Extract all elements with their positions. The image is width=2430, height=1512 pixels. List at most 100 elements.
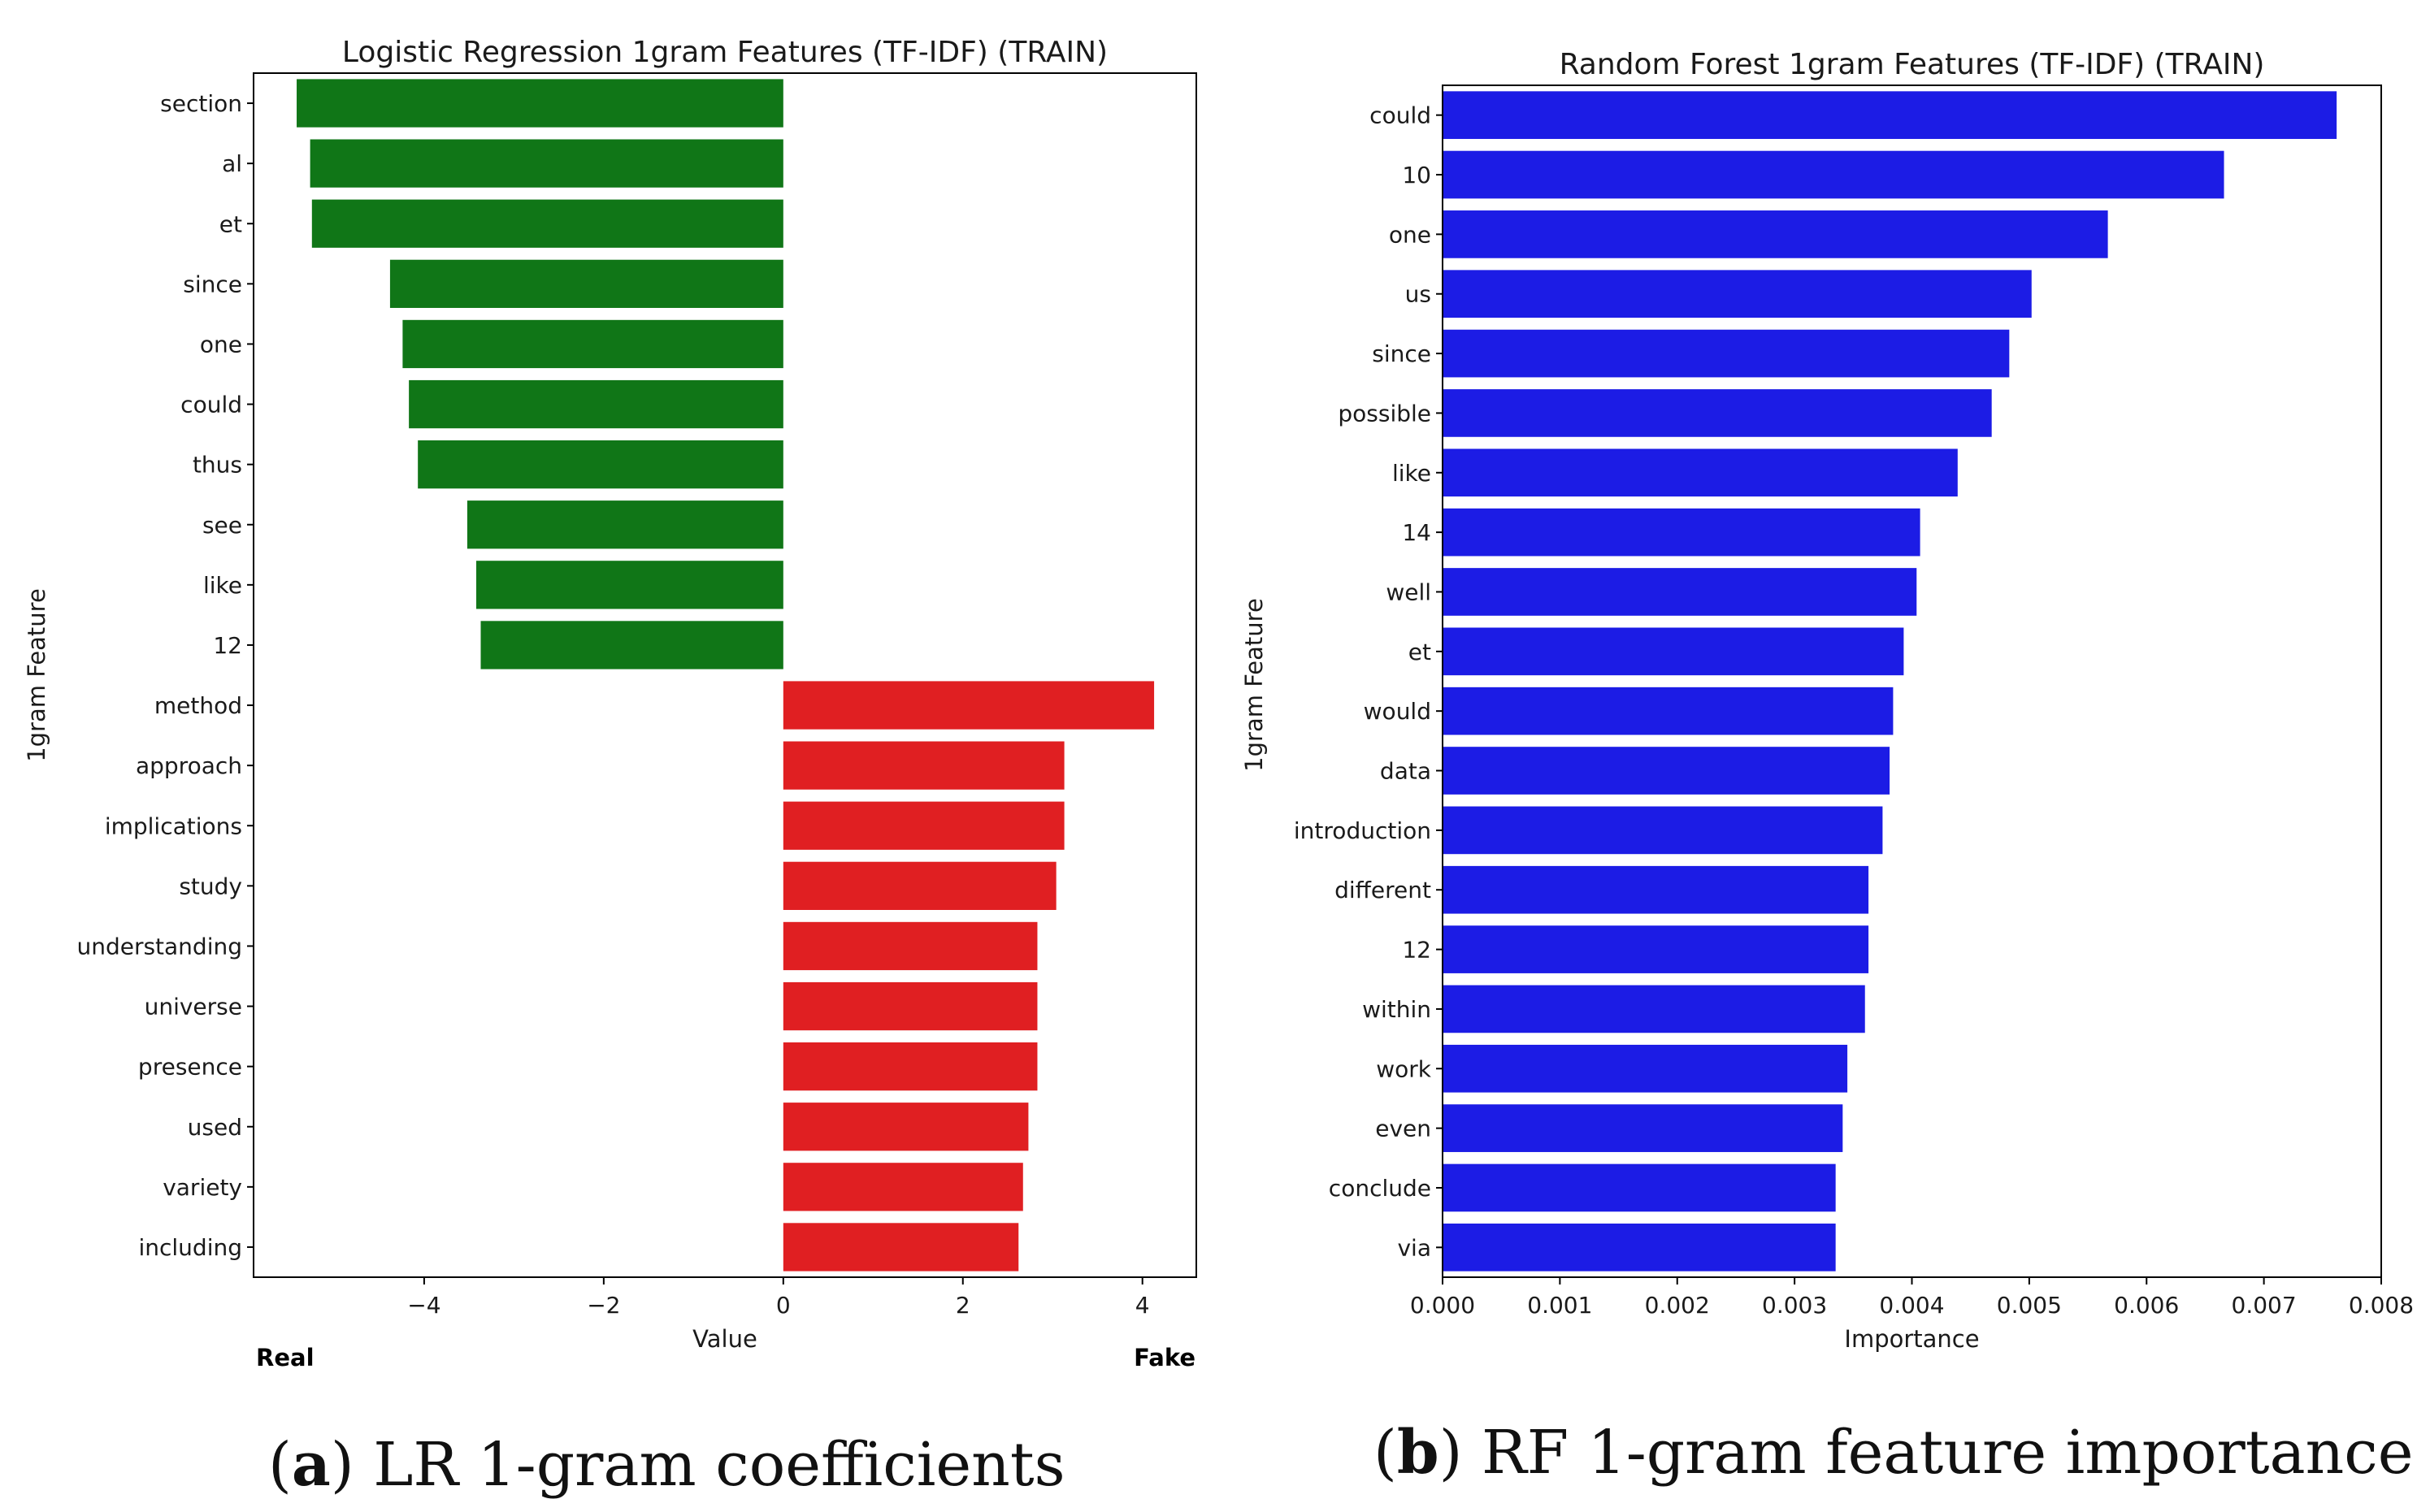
lr-x-tick-label: −4 xyxy=(407,1292,440,1319)
caption-a-label: a xyxy=(291,1430,331,1500)
lr-bar-variety xyxy=(783,1163,1023,1211)
rf-bar-within xyxy=(1443,985,1865,1033)
rf-bar-well xyxy=(1443,568,1917,616)
rf-chart-title: Random Forest 1gram Features (TF-IDF) (T… xyxy=(1560,48,2265,81)
rf-y-tick-label: us xyxy=(1405,281,1431,308)
lr-y-tick-label: see xyxy=(202,512,242,539)
lr-y-axis-label: 1gram Feature xyxy=(23,588,50,762)
rf-y-tick-label: 14 xyxy=(1402,519,1431,546)
lr-y-ticks: section al et since one could thus see like 12 met… xyxy=(76,90,254,1261)
lr-x-tick-label: 4 xyxy=(1135,1292,1150,1319)
lr-bar-presence xyxy=(783,1042,1038,1091)
rf-x-tick-label: 0.001 xyxy=(1527,1292,1592,1319)
rf-y-tick-label: et xyxy=(1408,639,1431,665)
rf-y-axis-label: 1gram Feature xyxy=(1240,598,1268,772)
caption-b-label: b xyxy=(1396,1418,1439,1488)
lr-bar-et xyxy=(311,199,783,248)
lr-bar-thus xyxy=(418,440,783,489)
rf-x-tick-label: 0.002 xyxy=(1645,1292,1710,1319)
lr-bar-approach xyxy=(783,741,1065,790)
caption-a: (a) LR 1-gram coefficients xyxy=(268,1430,1065,1500)
lr-x-tick-label: 2 xyxy=(956,1292,970,1319)
lr-y-tick-label: one xyxy=(200,331,242,357)
rf-bar-work xyxy=(1443,1044,1848,1093)
lr-y-tick-label: thus xyxy=(193,452,242,479)
rf-x-ticks: 0.000 0.001 0.002 0.003 0.004 0.005 0.006 0.007… xyxy=(1410,1277,2414,1319)
caption-a-text: LR 1-gram coefficients xyxy=(354,1430,1065,1500)
lr-bar-al xyxy=(310,139,783,188)
rf-y-tick-label: conclude xyxy=(1329,1175,1431,1202)
rf-x-tick-label: 0.005 xyxy=(1997,1292,2062,1319)
rf-y-tick-label: data xyxy=(1380,758,1431,785)
lr-bar-universe xyxy=(783,981,1038,1031)
rf-x-tick-label: 0.004 xyxy=(1879,1292,1944,1319)
lr-y-tick-label: study xyxy=(179,873,242,899)
lr-y-tick-label: since xyxy=(183,271,242,297)
rf-y-tick-label: would xyxy=(1364,698,1431,725)
lr-bars xyxy=(297,79,1155,1272)
rf-bar-us xyxy=(1443,270,2032,318)
lr-x-axis-label: Value xyxy=(692,1325,757,1353)
lr-bar-used xyxy=(783,1103,1029,1151)
lr-bar-like xyxy=(475,561,783,609)
lr-bar-understanding xyxy=(783,921,1038,971)
rf-y-tick-label: well xyxy=(1386,578,1431,605)
rf-y-ticks: could 10 one us since possible like 14 well et wou… xyxy=(1294,102,1443,1261)
lr-bar-method xyxy=(783,681,1155,730)
rf-x-tick-label: 0.000 xyxy=(1410,1292,1475,1319)
rf-bar-10 xyxy=(1443,150,2224,199)
lr-bar-section xyxy=(297,79,783,128)
rf-y-tick-label: like xyxy=(1392,460,1431,487)
lr-y-tick-label: presence xyxy=(138,1054,242,1081)
lr-bar-including xyxy=(783,1223,1019,1272)
lr-bar-see xyxy=(466,500,783,549)
lr-chart-title: Logistic Regression 1gram Features (TF-I… xyxy=(342,36,1108,69)
lr-real-annotation: Real xyxy=(256,1344,315,1371)
lr-y-tick-label: used xyxy=(188,1114,242,1141)
lr-bar-implications xyxy=(783,801,1065,850)
lr-x-tick-label: −2 xyxy=(587,1292,620,1319)
lr-y-tick-label: understanding xyxy=(76,933,242,960)
lr-x-tick-label: 0 xyxy=(776,1292,791,1319)
lr-y-tick-label: could xyxy=(180,392,242,418)
rf-bar-like xyxy=(1443,448,1958,497)
lr-bar-one xyxy=(402,319,783,369)
lr-y-tick-label: al xyxy=(222,150,242,177)
rf-bar-different xyxy=(1443,865,1869,914)
caption-b-text: RF 1-gram feature importance xyxy=(1462,1418,2414,1488)
rf-y-tick-label: 12 xyxy=(1402,937,1431,964)
lr-y-tick-label: like xyxy=(203,572,242,599)
rf-x-tick-label: 0.008 xyxy=(2349,1292,2414,1319)
rf-bar-et xyxy=(1443,627,1904,676)
lr-y-tick-label: section xyxy=(160,90,242,117)
lr-bar-12 xyxy=(480,621,783,669)
lr-y-tick-label: method xyxy=(154,692,242,719)
rf-bar-possible xyxy=(1443,389,1992,437)
rf-x-tick-label: 0.007 xyxy=(2232,1292,2297,1319)
lr-fake-annotation: Fake xyxy=(1134,1344,1195,1371)
lr-y-tick-label: including xyxy=(138,1234,242,1261)
rf-bar-via xyxy=(1443,1223,1836,1272)
lr-y-tick-label: universe xyxy=(145,994,242,1020)
lr-chart: Logistic Regression 1gram Features (TF-I… xyxy=(23,36,1197,1371)
rf-y-tick-label: even xyxy=(1375,1116,1431,1142)
lr-bar-study xyxy=(783,861,1057,910)
rf-chart: Random Forest 1gram Features (TF-IDF) (T… xyxy=(1240,48,2414,1353)
lr-y-tick-label: et xyxy=(219,210,242,237)
rf-bar-since xyxy=(1443,329,2010,378)
rf-bar-could xyxy=(1443,91,2337,140)
rf-x-tick-label: 0.003 xyxy=(1762,1292,1827,1319)
rf-y-tick-label: possible xyxy=(1338,400,1431,427)
rf-plot-frame xyxy=(1442,84,2382,1278)
rf-y-tick-label: one xyxy=(1389,221,1431,248)
rf-y-tick-label: via xyxy=(1397,1234,1431,1261)
lr-y-tick-label: 12 xyxy=(213,632,242,659)
lr-plot-frame xyxy=(253,72,1197,1278)
rf-y-tick-label: introduction xyxy=(1294,817,1431,844)
lr-bar-since xyxy=(389,259,783,308)
rf-y-tick-label: different xyxy=(1334,877,1431,903)
lr-y-tick-label: variety xyxy=(163,1174,242,1201)
rf-bar-14 xyxy=(1443,508,1920,557)
rf-y-tick-label: within xyxy=(1362,996,1431,1023)
